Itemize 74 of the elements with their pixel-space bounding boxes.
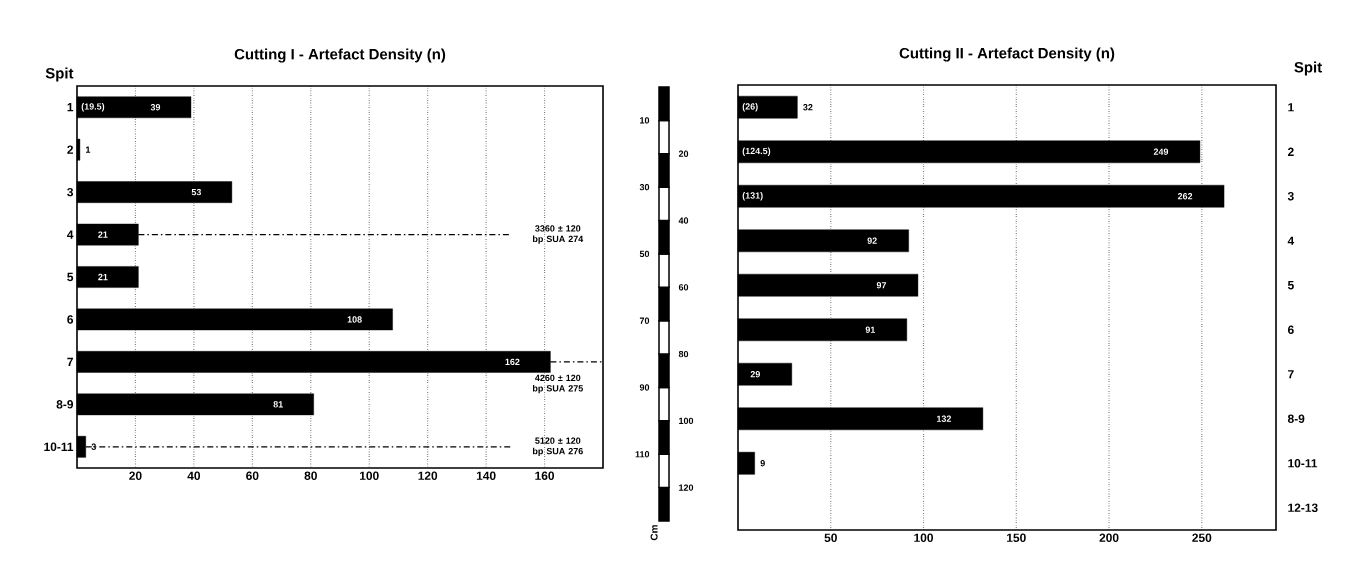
y-tick-label: 30 <box>639 183 650 191</box>
y-tick-label: 3 <box>67 187 74 197</box>
y-tick-label: 7 <box>1288 370 1294 379</box>
ref-line-label: 5120 ± 120 bp SUA 276 <box>532 437 583 457</box>
x-tick-label: 20 <box>129 471 142 480</box>
data-label: 97 <box>876 282 887 289</box>
data-label: 132 <box>936 415 952 422</box>
data-label: 92 <box>867 237 877 244</box>
ref-line-label: 4260 ± 120 bp SUA 275 <box>532 374 583 394</box>
y2-tick-label: 20 <box>678 150 689 157</box>
data-label: 21 <box>98 273 108 281</box>
y-tick-label: 8-9 <box>1287 414 1305 423</box>
data-label: 162 <box>505 358 520 366</box>
annotation: (124.5) <box>742 147 771 156</box>
y-tick-label: 6 <box>1287 325 1294 334</box>
x-tick-label: 50 <box>824 533 837 542</box>
y2-tick-label: 40 <box>678 217 689 224</box>
y-tick-label: 10-11 <box>1288 459 1318 468</box>
y-tick-label: 10 <box>640 117 650 124</box>
y-tick-label: 1 <box>67 103 74 112</box>
chart-title: Cutting II - Artefact Density (n) <box>899 47 1115 62</box>
y-tick-label: 6 <box>67 315 74 324</box>
x-tick-label: 200 <box>1099 533 1119 542</box>
ref-line-label: 3360 ± 120 bp SUA 274 <box>532 225 584 244</box>
data-label: 249 <box>1153 148 1169 155</box>
y-axis-title: Spit <box>1294 61 1322 76</box>
data-label: 3 <box>91 443 96 450</box>
x-tick-label: 140 <box>476 471 496 480</box>
y-tick-label: 3 <box>1287 192 1294 201</box>
y-tick-label: 2 <box>67 145 73 154</box>
x-tick-label: 100 <box>914 533 933 542</box>
y2-tick-label: 100 <box>679 417 694 425</box>
data-label: 91 <box>865 326 876 333</box>
data-label: 108 <box>347 316 362 323</box>
x-tick-label: 150 <box>1007 533 1026 542</box>
y-tick-label: 12-13 <box>1288 503 1318 512</box>
x-tick-label: 250 <box>1192 533 1212 542</box>
y-tick-label: 4 <box>1287 236 1295 245</box>
y-tick-label: 70 <box>639 317 650 324</box>
data-label: 53 <box>191 188 202 196</box>
y-tick-label: 110 <box>635 451 650 458</box>
x-tick-label: 160 <box>535 471 555 480</box>
data-label: 1 <box>86 146 91 153</box>
y-axis-title: Cm <box>650 525 658 541</box>
y-tick-label: 90 <box>639 384 650 391</box>
data-label: 9 <box>760 460 765 467</box>
y-tick-label: 50 <box>639 250 650 258</box>
y-axis-title: Spit <box>45 67 74 82</box>
y-tick-label: 4 <box>67 230 74 239</box>
y2-tick-label: 80 <box>678 350 689 358</box>
annotation: (19.5) <box>81 103 105 112</box>
y-tick-label: 7 <box>67 357 73 367</box>
x-tick-label: 40 <box>187 471 201 480</box>
chart-title: Cutting I - Artefact Density (n) <box>234 48 446 63</box>
y-tick-label: 10-11 <box>44 442 74 452</box>
y-tick-label: 2 <box>1287 147 1294 156</box>
y2-tick-label: 120 <box>679 484 694 491</box>
data-label: 262 <box>1177 193 1193 200</box>
y-tick-label: 5 <box>67 272 74 282</box>
data-label: 39 <box>150 104 161 111</box>
y-tick-label: 8-9 <box>56 400 74 409</box>
y2-tick-label: 60 <box>678 284 689 291</box>
annotation: (131) <box>742 192 763 201</box>
annotation: (26) <box>742 103 758 112</box>
x-tick-label: 80 <box>304 471 317 480</box>
y-tick-label: 1 <box>1288 103 1294 112</box>
data-label: 29 <box>750 371 760 378</box>
data-label: 21 <box>98 231 108 238</box>
data-label: 32 <box>803 104 813 111</box>
data-label: 81 <box>273 401 283 408</box>
x-tick-label: 100 <box>360 471 379 480</box>
x-tick-label: 120 <box>418 471 438 480</box>
y-tick-label: 5 <box>1287 281 1294 290</box>
x-tick-label: 60 <box>246 471 259 480</box>
